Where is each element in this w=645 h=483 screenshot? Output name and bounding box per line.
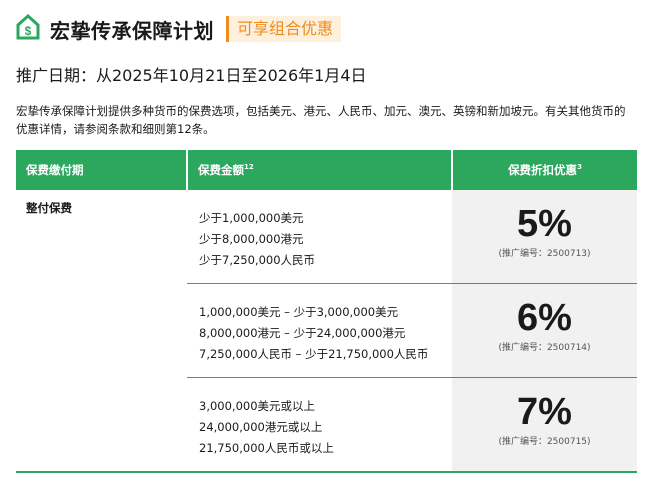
promo-code: (推广编号：2500714) — [498, 343, 591, 353]
discount-cell: 5% (推广编号：2500713) — [452, 190, 637, 284]
payment-term-cell: 整付保费 — [16, 190, 187, 473]
amount-cell: 3,000,000美元或以上 24,000,000港元或以上 21,750,000人… — [187, 377, 452, 473]
description: 宏挚传承保障计划提供多种货币的保费选项，包括美元、港元、人民币、加元、澳元、英镑… — [16, 104, 626, 136]
discount-value: 5% — [517, 203, 572, 245]
table-row: 1,000,000美元 – 少于3,000,000美元 8,000,000港元 –… — [16, 283, 637, 378]
page-title: 宏挚传承保障计划 — [50, 18, 214, 43]
discount-value: 6% — [517, 297, 572, 339]
header-discount: 保费折扣优惠3 — [451, 150, 637, 190]
discount-table: 保费缴付期 保费金额12 保费折扣优惠3 整付保费 少于1,000,000美元少… — [16, 150, 637, 473]
discount-cell: 7% (推广编号：2500715) — [452, 377, 637, 473]
discount-cell: 6% (推广编号：2500714) — [452, 283, 637, 378]
promo-code: (推广编号：2500713) — [498, 249, 591, 259]
discount-value: 7% — [517, 391, 572, 433]
amount-cell: 少于1,000,000美元 少于8,000,000港元 少于7,250,000人民币 — [187, 190, 452, 284]
promo-period: 推广日期：从2025年10月21日至2026年1月4日 — [16, 66, 367, 85]
combo-offer-badge: 可享组合优惠 — [226, 16, 342, 42]
header-payment-term: 保费缴付期 — [16, 150, 187, 190]
amount-cell: 1,000,000美元 – 少于3,000,000美元 8,000,000港元 –… — [187, 283, 452, 378]
promo-code: (推广编号：2500715) — [498, 437, 591, 447]
header-premium-amount: 保费金额12 — [186, 150, 452, 190]
table-row: 3,000,000美元或以上 24,000,000港元或以上 21,750,000人… — [16, 377, 637, 473]
title-bar: $ 宏挚传承保障计划 可享组合优惠 — [16, 13, 342, 44]
table-row: 整付保费 少于1,000,000美元 少于8,000,000港元 少于7,250,0… — [16, 190, 637, 473]
house-dollar-icon: $ — [16, 13, 40, 44]
svg-text:$: $ — [25, 24, 32, 38]
table-header: 保费缴付期 保费金额12 保费折扣优惠3 — [16, 150, 637, 190]
